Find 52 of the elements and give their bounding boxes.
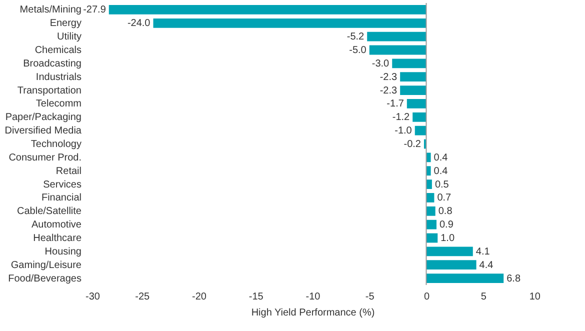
x-tick-label: -15 xyxy=(248,292,264,302)
y-tick-label: Paper/Packaging xyxy=(5,112,82,124)
x-tick-label: -25 xyxy=(135,292,150,302)
y-tick-label: Technology xyxy=(30,139,82,150)
y-tick-label: Gaming/Leisure xyxy=(10,260,82,271)
data-label: 4.1 xyxy=(476,246,490,258)
y-tick-label: Energy xyxy=(50,18,82,30)
y-tick-label: Telecomm xyxy=(36,98,82,110)
data-label: -3.0 xyxy=(372,58,390,70)
data-label: 0.7 xyxy=(437,192,452,204)
data-label: -27.9 xyxy=(83,4,106,16)
y-tick-label: Consumer Prod. xyxy=(8,152,82,164)
x-tick-label: -5 xyxy=(365,292,375,302)
y-tick-label: Automotive xyxy=(31,220,82,231)
data-label: -1.2 xyxy=(392,112,410,124)
data-label: -2.3 xyxy=(380,85,398,96)
y-tick-label: Food/Beverages xyxy=(8,273,82,284)
data-label: -5.2 xyxy=(346,32,365,43)
data-label: 1.0 xyxy=(440,233,455,244)
data-label: -1.7 xyxy=(386,98,404,110)
y-tick-label: Industrials xyxy=(36,72,82,83)
data-label: 0.4 xyxy=(434,152,448,164)
x-tick-label: -30 xyxy=(86,292,100,302)
y-tick-label: Chemicals xyxy=(34,45,82,56)
data-label: 0.4 xyxy=(434,166,448,177)
y-tick-label: Diversified Media xyxy=(4,126,82,137)
data-label: 4.4 xyxy=(479,260,494,271)
y-tick-label: Housing xyxy=(44,246,82,258)
x-axis-title: High Yield Performance (%) xyxy=(251,308,375,318)
data-label: -24.0 xyxy=(127,18,151,30)
y-tick-label: Transportation xyxy=(17,85,82,96)
y-tick-label: Financial xyxy=(41,192,82,204)
y-tick-label: Utility xyxy=(57,32,82,43)
y-tick-label: Metals/Mining xyxy=(20,4,82,16)
x-tick-label: -20 xyxy=(192,292,207,302)
data-label: 6.8 xyxy=(506,273,521,284)
data-label: 0.8 xyxy=(438,206,453,218)
y-tick-label: Retail xyxy=(56,166,82,177)
y-tick-label: Services xyxy=(43,179,82,190)
data-label: 0.9 xyxy=(439,220,454,231)
x-tick-label: 5 xyxy=(480,292,487,302)
y-tick-label: Broadcasting xyxy=(23,58,82,70)
x-tick-label: 10 xyxy=(529,292,541,302)
data-label: 0.5 xyxy=(434,179,450,190)
y-tick-label: Healthcare xyxy=(33,233,82,244)
data-label: -2.3 xyxy=(380,72,398,83)
data-label: -1.0 xyxy=(394,126,412,137)
data-label: -0.2 xyxy=(404,139,422,150)
data-label: -5.0 xyxy=(349,45,367,56)
x-tick-label: 0 xyxy=(424,292,430,302)
x-tick-label: -10 xyxy=(306,292,321,302)
y-tick-label: Cable/Satellite xyxy=(17,206,82,218)
